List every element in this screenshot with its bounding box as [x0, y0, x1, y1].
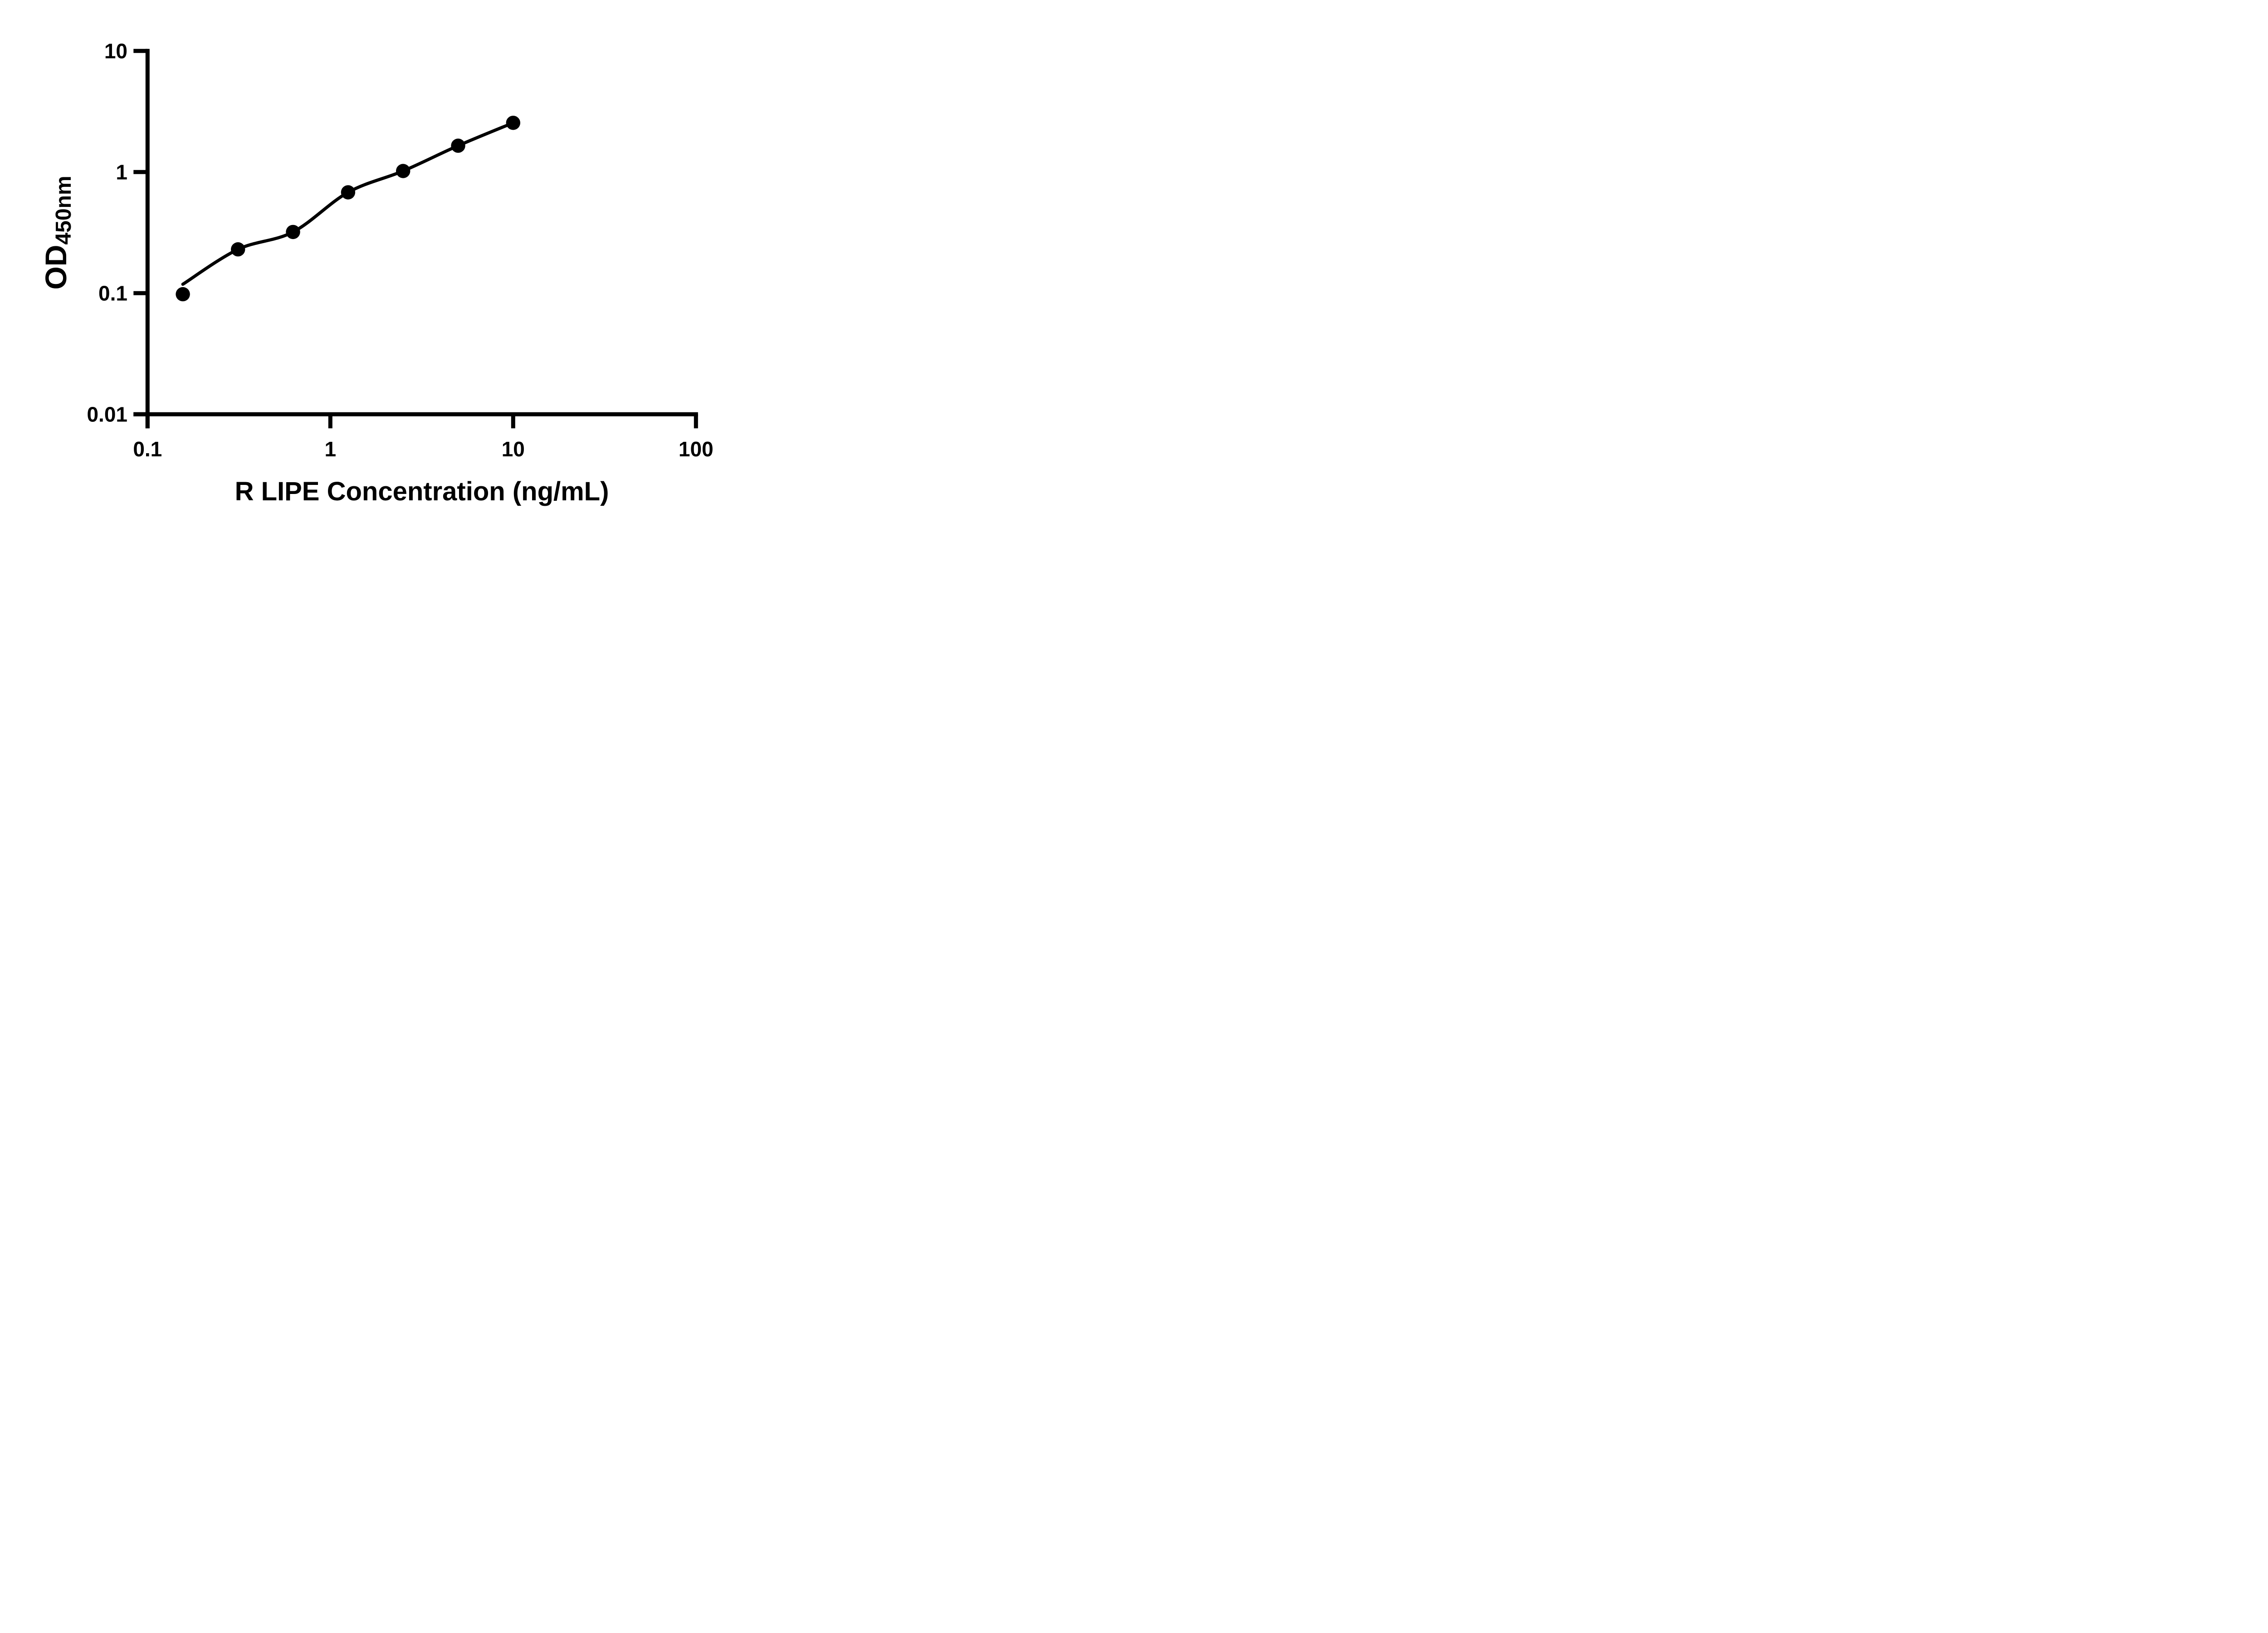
data-point-0.3125: [231, 242, 245, 257]
data-point-1.25: [341, 185, 356, 200]
data-point-0.625: [286, 225, 300, 240]
x-tick-label-1: 1: [325, 437, 337, 461]
data-point-10: [506, 116, 521, 130]
y-tick-label-1: 1: [116, 160, 127, 184]
x-tick-label-100: 100: [679, 437, 714, 461]
x-tick-label-0.1: 0.1: [133, 437, 162, 461]
y-tick-label-10: 10: [104, 39, 127, 63]
x-axis-title: R LIPE Concentration (ng/mL): [235, 477, 609, 506]
axes-layer: [133, 49, 698, 429]
series-layer: [176, 116, 521, 302]
y-axis-title: OD450nm: [39, 176, 76, 289]
data-point-5: [451, 138, 465, 153]
y-axis-title-subscript: 450nm: [52, 176, 76, 244]
data-point-0.156: [176, 287, 190, 302]
data-point-2.5: [396, 164, 411, 178]
x-tick-label-10: 10: [502, 437, 525, 461]
standard-curve-figure: 10 1 0.1 0.01 0.1 1 10 100 R LIPE Concentration…: [0, 0, 776, 544]
y-tick-label-0.1: 0.1: [98, 281, 127, 305]
y-axis-title-main: OD: [39, 245, 73, 290]
y-tick-label-0.01: 0.01: [87, 402, 127, 426]
